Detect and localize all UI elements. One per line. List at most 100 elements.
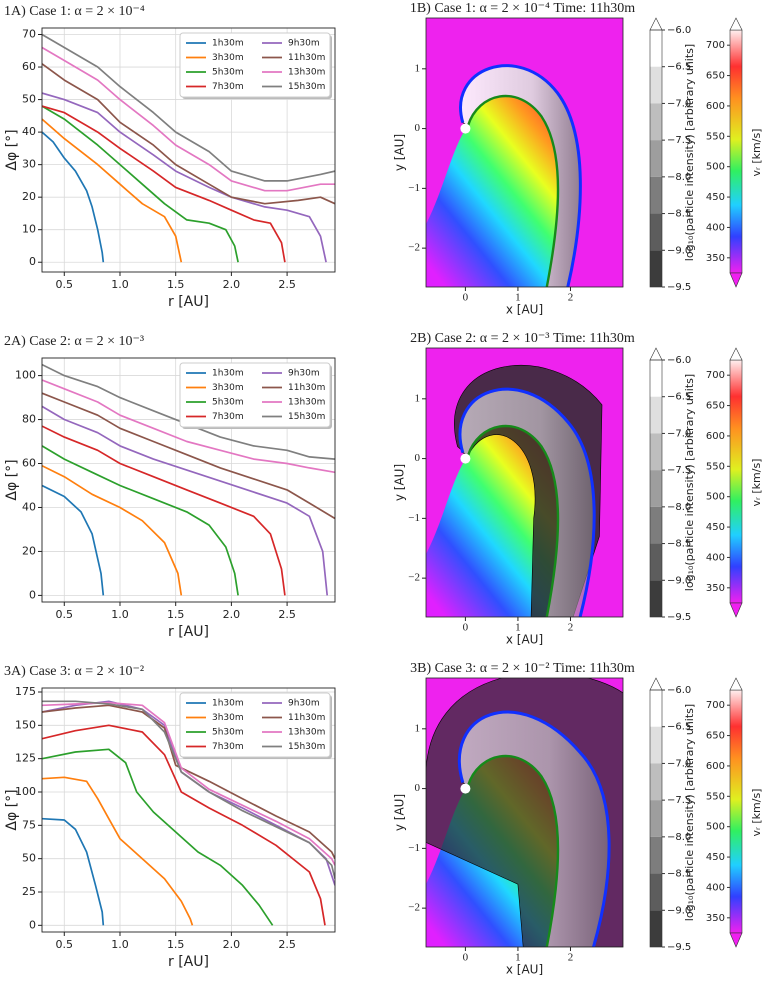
blue-contour <box>459 64 582 287</box>
legend-label: 7h30m <box>212 82 244 92</box>
y-tick-label: 0 <box>29 255 36 268</box>
colorbar-tick-label: 600 <box>706 431 725 442</box>
colorbar-tick-label: 650 <box>706 731 725 742</box>
colorbar-extend <box>729 17 743 31</box>
colorbar-band <box>650 873 662 911</box>
x-tick-label: 0 <box>463 292 469 304</box>
legend-label: 3h30m <box>212 53 244 63</box>
colorbar-tick-label: 350 <box>706 913 725 924</box>
y-tick-label: 70 <box>22 28 36 41</box>
colorbar-band <box>650 213 662 251</box>
colorbar-band <box>650 470 662 507</box>
map-panel: 3B) Case 3: α = 2 × 10⁻² Time: 11h30m 0 1 2… <box>393 661 764 976</box>
y-tick-label: −2 <box>408 902 420 914</box>
y-tick-label: −1 <box>408 512 420 524</box>
colorbar-tick-label: −9.0 <box>667 905 691 916</box>
series-line <box>42 464 183 596</box>
colorbar-tick-label: −6.5 <box>667 392 691 403</box>
legend-label: 5h30m <box>212 398 244 408</box>
y-tick-label: 80 <box>22 413 36 426</box>
colorbar-band <box>650 433 662 471</box>
colorbar-tick-label: −7.5 <box>667 135 691 146</box>
colorbar-tick-label: −8.0 <box>667 502 691 513</box>
y-tick-label: 0 <box>29 918 36 931</box>
y-tick-label: 0 <box>415 782 421 794</box>
colorbar-extend <box>729 932 743 948</box>
colorbar-band <box>650 30 662 67</box>
sun <box>460 453 471 464</box>
x-tick-label: 2 <box>568 952 574 964</box>
line-panel: 2A) Case 2: α = 2 × 10⁻³ 0.5 1.0 1.5 2.0 2.5 0… <box>4 334 336 640</box>
series-line <box>42 405 329 596</box>
legend-label: 11h30m <box>288 53 325 63</box>
x-tick-label: 1 <box>515 292 521 304</box>
y-tick-label: 100 <box>15 785 36 798</box>
y-axis-label: Δφ [°] <box>4 789 20 830</box>
legend-label: 5h30m <box>212 68 244 78</box>
colorbar-gradient <box>729 29 743 274</box>
blue-contour <box>457 710 611 947</box>
map-panel: 2B) Case 2: α = 2 × 10⁻³ Time: 11h30m 0 1 2… <box>393 331 764 646</box>
panel-title: 2B) Case 2: α = 2 × 10⁻³ Time: 11h30m <box>410 331 635 346</box>
series-line <box>42 445 239 596</box>
colorbar-tick-label: −8.5 <box>667 869 691 880</box>
series-line <box>42 817 105 926</box>
colorbar-tick-label: 550 <box>706 461 725 472</box>
colorbar-tick-label: 700 <box>706 370 725 381</box>
colorbar-tick-label: 450 <box>706 852 725 863</box>
green-contour <box>466 754 560 947</box>
colorbar-label: vᵣ [km/s] <box>750 459 763 507</box>
colorbar-label: vᵣ [km/s] <box>750 789 763 837</box>
y-tick-label: 1 <box>415 722 421 734</box>
y-tick-label: −1 <box>408 182 420 194</box>
colorbar-tick-label: −9.0 <box>667 575 691 586</box>
y-tick-label: 60 <box>22 457 36 470</box>
colorbar-tick-label: −6.0 <box>667 685 691 696</box>
colorbar-tick-label: 500 <box>706 162 725 173</box>
y-tick-label: 50 <box>22 93 36 106</box>
green-contour <box>466 424 560 617</box>
x-tick-label: 1.0 <box>111 608 129 621</box>
legend-box <box>179 362 331 428</box>
series-line <box>42 748 274 926</box>
y-tick-label: −1 <box>408 842 420 854</box>
legend-box <box>179 32 331 98</box>
legend-label: 15h30m <box>288 412 325 422</box>
x-axis-label: r [AU] <box>168 624 209 640</box>
colorbar-extend <box>649 347 663 361</box>
legend-label: 15h30m <box>288 82 325 92</box>
colorbar-label: log₁₀(particle intensity) [arbitrary uni… <box>683 44 696 261</box>
y-tick-label: 60 <box>22 60 36 73</box>
colorbar-tick-label: 700 <box>706 700 725 711</box>
x-tick-label: 1 <box>515 622 521 634</box>
x-tick-label: 1.0 <box>111 278 129 291</box>
series-line <box>42 105 286 263</box>
y-tick-label: 150 <box>15 718 36 731</box>
x-axis-label: r [AU] <box>168 954 209 970</box>
plot-frame <box>41 357 336 603</box>
series-line <box>42 425 286 596</box>
colorbar-tick-label: −9.5 <box>667 942 691 953</box>
colorbar-tick-label: −7.5 <box>667 465 691 476</box>
plot-frame <box>41 687 336 933</box>
colorbar-tick-label: 650 <box>706 71 725 82</box>
x-tick-label: 2.0 <box>223 278 241 291</box>
line-panel: 3A) Case 3: α = 2 × 10⁻² 0.5 1.0 1.5 2.0 2.5 0… <box>4 664 336 970</box>
wind-region <box>426 96 558 287</box>
x-tick-label: 2.0 <box>223 608 241 621</box>
colorbar-tick-label: −6.5 <box>667 722 691 733</box>
y-tick-label: 125 <box>15 752 36 765</box>
legend-label: 11h30m <box>288 713 325 723</box>
series-line <box>42 724 326 926</box>
colorbar-band <box>650 396 662 434</box>
colorbar-band <box>650 176 662 214</box>
colorbar-gradient <box>729 359 743 604</box>
x-tick-label: 0.5 <box>56 278 74 291</box>
colorbar-tick-label: 500 <box>706 492 725 503</box>
colorbar-tick-label: −9.5 <box>667 612 691 623</box>
colorbar-tick-label: −6.0 <box>667 355 691 366</box>
series-line <box>42 776 194 926</box>
y-axis-label: y [AU] <box>393 794 407 831</box>
x-tick-label: 2.0 <box>223 938 241 951</box>
y-tick-label: −2 <box>408 242 420 254</box>
